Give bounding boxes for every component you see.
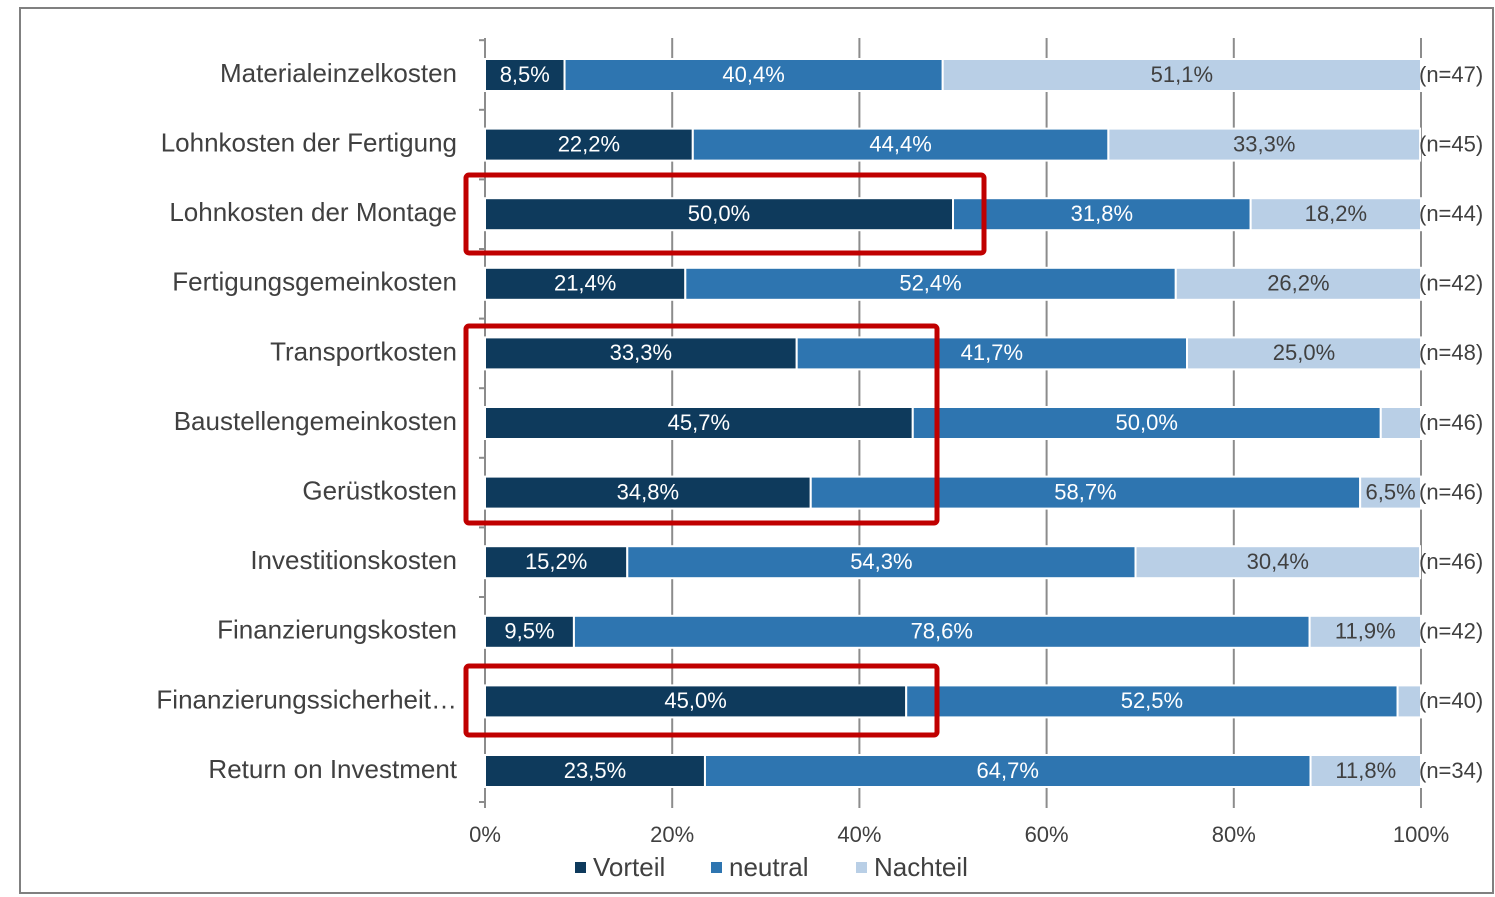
- category-label: Finanzierungssicherheit…: [156, 684, 457, 714]
- value-label: 6,5%: [1366, 479, 1416, 504]
- bar-segment: [911, 406, 1382, 440]
- bar-segment: [1107, 127, 1422, 162]
- category-label: Lohnkosten der Fertigung: [161, 127, 457, 157]
- value-label: 40,4%: [722, 62, 784, 87]
- bar-segment: [691, 127, 1110, 162]
- category-label: Fertigungsgemeinkosten: [172, 267, 457, 297]
- bar-segment: [1134, 545, 1422, 580]
- value-label: 21,4%: [554, 271, 616, 296]
- category-label: Return on Investment: [208, 754, 457, 784]
- frame: [19, 7, 1494, 894]
- n-label: (n=34): [1419, 758, 1483, 783]
- n-label: (n=46): [1419, 410, 1483, 435]
- value-label: 11,8%: [1335, 758, 1396, 783]
- n-label: (n=45): [1419, 131, 1483, 156]
- value-label: 18,2%: [1305, 201, 1367, 226]
- value-label: 64,7%: [977, 758, 1039, 783]
- bar-segment: [684, 266, 1177, 301]
- legend-label: neutral: [729, 852, 809, 882]
- bar-segment: [795, 336, 1188, 371]
- n-label: (n=46): [1419, 549, 1483, 574]
- value-label: 78,6%: [911, 619, 973, 644]
- value-label: 11,9%: [1335, 619, 1396, 644]
- value-label: 51,1%: [1151, 62, 1213, 87]
- bar-segment: [1186, 336, 1422, 371]
- value-label: 52,5%: [1121, 688, 1183, 713]
- value-label: 54,3%: [850, 549, 912, 574]
- x-tick-label: 20%: [650, 822, 694, 847]
- n-label: (n=47): [1419, 62, 1483, 87]
- bar-segment: [703, 754, 1312, 788]
- bar-segment: [809, 475, 1362, 510]
- bar-segment: [484, 754, 706, 788]
- highlight-box: [463, 323, 940, 526]
- n-label: (n=44): [1419, 201, 1483, 226]
- highlight-box: [463, 172, 987, 256]
- legend-swatch: [856, 862, 867, 873]
- legend-swatch: [711, 862, 722, 873]
- bar-segment: [1308, 614, 1422, 649]
- bar-segment: [484, 545, 629, 580]
- x-tick-label: 100%: [1393, 822, 1449, 847]
- value-label: 45,7%: [668, 410, 730, 435]
- category-label: Gerüstkosten: [302, 475, 457, 505]
- value-label: 44,4%: [869, 131, 931, 156]
- x-tick-label: 40%: [837, 822, 881, 847]
- value-label: 15,2%: [525, 549, 587, 574]
- value-label: 50,0%: [1116, 410, 1178, 435]
- n-label: (n=46): [1419, 479, 1483, 504]
- category-label: Investitionskosten: [250, 545, 457, 575]
- bar-segment: [626, 545, 1137, 580]
- bar-segment: [1359, 475, 1423, 510]
- bar-segment: [484, 58, 566, 92]
- bar-segment: [941, 58, 1422, 92]
- value-label: 58,7%: [1054, 479, 1116, 504]
- x-tick-label: 0%: [469, 822, 501, 847]
- bar-segment: [1309, 754, 1422, 788]
- value-label: 34,8%: [617, 479, 679, 504]
- highlight-boxes: [463, 172, 987, 738]
- bar-segment: [1249, 197, 1422, 232]
- bar-segment: [1396, 684, 1422, 719]
- n-label: (n=42): [1419, 619, 1483, 644]
- category-label: Lohnkosten der Montage: [169, 197, 457, 227]
- bar-segment: [563, 58, 944, 92]
- bar-segment: [484, 475, 812, 510]
- x-tick-label: 60%: [1025, 822, 1069, 847]
- category-label: Materialeinzelkosten: [220, 58, 457, 88]
- value-label: 33,3%: [1233, 131, 1295, 156]
- x-tick-label: 80%: [1212, 822, 1256, 847]
- bar-segment: [484, 336, 798, 371]
- value-label: 22,2%: [558, 131, 620, 156]
- value-label: 41,7%: [961, 340, 1023, 365]
- value-label: 50,0%: [688, 201, 750, 226]
- legend-label: Nachteil: [874, 852, 968, 882]
- value-label: 30,4%: [1247, 549, 1309, 574]
- value-label: 31,8%: [1071, 201, 1133, 226]
- category-label: Transportkosten: [270, 336, 457, 366]
- n-label: (n=40): [1419, 688, 1483, 713]
- bar-segment: [1174, 266, 1422, 301]
- n-label: (n=48): [1419, 340, 1483, 365]
- bar-segment: [905, 684, 1399, 719]
- value-label: 23,5%: [564, 758, 626, 783]
- value-label: 52,4%: [899, 271, 961, 296]
- value-label: 8,5%: [500, 62, 550, 87]
- value-label: 45,0%: [664, 688, 726, 713]
- value-label: 25,0%: [1273, 340, 1335, 365]
- value-label: 33,3%: [610, 340, 672, 365]
- category-label: Baustellengemeinkosten: [174, 406, 457, 436]
- legend-label: Vorteil: [593, 852, 665, 882]
- bar-segment: [1379, 406, 1422, 440]
- n-label: (n=42): [1419, 271, 1483, 296]
- value-label: 26,2%: [1267, 271, 1329, 296]
- legend-swatch: [575, 862, 586, 873]
- highlight-box: [463, 663, 940, 738]
- bar-segment: [484, 197, 954, 232]
- value-label: 9,5%: [504, 619, 554, 644]
- category-label: Finanzierungskosten: [217, 615, 457, 645]
